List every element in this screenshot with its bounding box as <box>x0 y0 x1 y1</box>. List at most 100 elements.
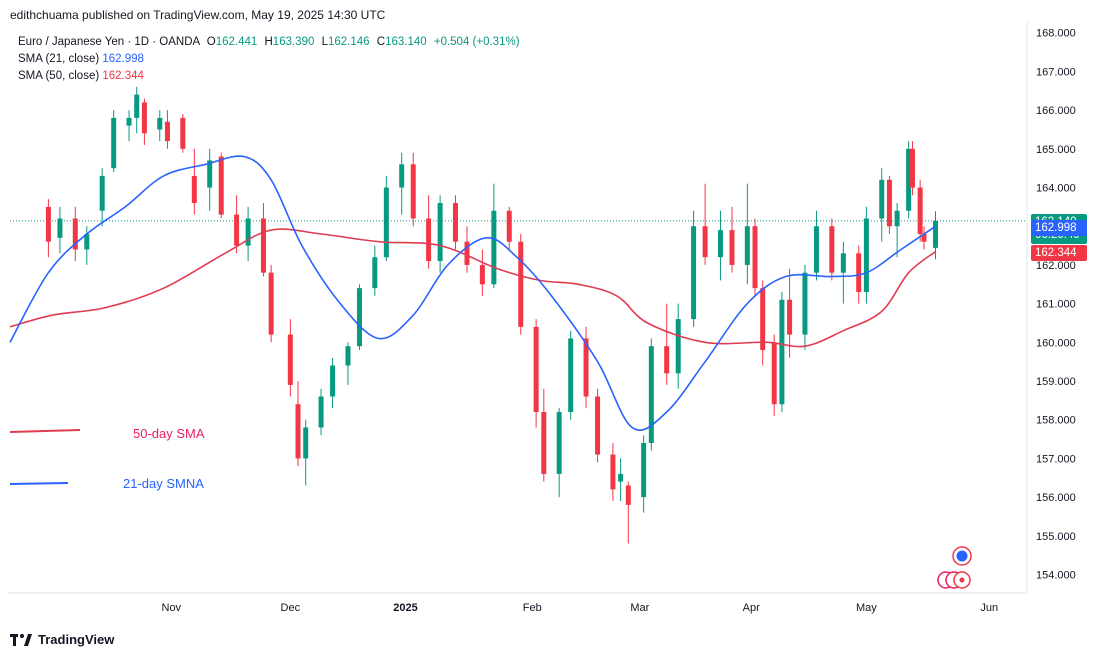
candle-up <box>802 264 808 351</box>
sma50-row[interactable]: SMA (50, close) 162.344 <box>18 68 520 85</box>
candle-down <box>541 388 547 482</box>
candle-down <box>295 381 301 467</box>
candle-up <box>303 419 309 486</box>
candle-up <box>372 245 378 296</box>
publisher-caption: edithchuama published on TradingView.com… <box>10 8 386 22</box>
y-tick-label: 156.000 <box>1036 492 1076 504</box>
y-tick-label: 164.000 <box>1036 183 1076 195</box>
x-tick-label: Feb <box>523 602 542 614</box>
candle-up <box>648 338 654 451</box>
candle-up <box>57 206 63 254</box>
candle-up <box>556 408 562 498</box>
candle-up <box>691 210 697 327</box>
candle-up <box>84 226 90 265</box>
candle-down <box>410 152 416 227</box>
candle-up <box>568 330 574 420</box>
open-label: O <box>206 36 216 48</box>
x-tick-label: 2025 <box>393 602 417 614</box>
candle-down <box>595 388 601 463</box>
y-tick-label: 159.000 <box>1036 376 1076 388</box>
candle-up <box>717 210 723 281</box>
candle-down <box>664 303 670 385</box>
candle-up <box>813 210 819 281</box>
candle-down <box>702 183 708 265</box>
y-tick-label: 166.000 <box>1036 105 1076 117</box>
candle-up <box>318 388 324 436</box>
earnings-marker-icon[interactable] <box>937 571 971 589</box>
candle-up <box>863 206 869 304</box>
sma21-value: 162.998 <box>102 53 144 65</box>
candle-down <box>921 226 927 250</box>
sma21-line[interactable] <box>9 155 936 431</box>
symbol-title[interactable]: Euro / Japanese Yen · 1D · OANDA <box>18 36 200 48</box>
y-tick-label: 168.000 <box>1036 28 1076 40</box>
candle-up <box>879 168 885 242</box>
event-marker-icon[interactable] <box>952 546 972 566</box>
close-value: 163.140 <box>385 36 427 48</box>
y-tick-label: 162.000 <box>1036 260 1076 272</box>
x-tick-label: Nov <box>162 602 182 614</box>
x-tick-label: Jun <box>980 602 998 614</box>
x-tick-label: Dec <box>281 602 301 614</box>
candle-down <box>518 233 524 335</box>
symbol-row: Euro / Japanese Yen · 1D · OANDA O162.44… <box>18 34 520 51</box>
candle-up <box>618 458 624 501</box>
candle-down <box>45 199 51 258</box>
candle-down <box>729 206 735 273</box>
candle-up <box>207 148 213 211</box>
sma21-annotation: 21-day SMNA <box>123 476 204 491</box>
candle-up <box>437 195 443 273</box>
close-label: C <box>376 36 386 48</box>
candle-up <box>744 183 750 285</box>
candle-down <box>218 152 224 219</box>
y-tick-label: 158.000 <box>1036 415 1076 427</box>
candles-group <box>45 86 939 544</box>
candle-up <box>675 303 681 389</box>
candle-down <box>452 195 458 250</box>
candle-down <box>886 175 892 234</box>
price-axis[interactable]: 154.000 155.000 156.000 157.000 158.000 159.0… <box>1036 28 1076 582</box>
candle-up <box>491 183 497 289</box>
candle-up <box>356 284 362 351</box>
candle-down <box>164 110 170 149</box>
sma50-line[interactable] <box>9 228 936 348</box>
candle-up <box>99 168 105 227</box>
candle-down <box>610 442 616 501</box>
candle-down <box>234 195 240 254</box>
sma50-value: 162.344 <box>102 70 144 82</box>
tradingview-footer[interactable]: TradingView <box>10 632 114 647</box>
candle-down <box>141 98 147 145</box>
candle-down <box>479 249 485 296</box>
sma21-row[interactable]: SMA (21, close) 162.998 <box>18 51 520 68</box>
tradingview-brand: TradingView <box>38 632 115 647</box>
y-tick-label: 160.000 <box>1036 337 1076 349</box>
candle-down <box>787 268 793 358</box>
tradingview-logo-icon <box>10 633 32 646</box>
candle-up <box>126 110 132 142</box>
x-tick-label: May <box>856 602 877 614</box>
change-value: +0.504 (+0.31%) <box>433 36 520 48</box>
candle-up <box>330 357 336 409</box>
candle-down <box>426 195 432 269</box>
open-value: 162.441 <box>215 36 258 48</box>
x-tick-label: Mar <box>630 602 649 614</box>
candle-up <box>840 241 846 304</box>
candle-up <box>111 110 117 173</box>
candle-up <box>894 203 900 258</box>
candle-down <box>506 206 512 250</box>
chart-legend: Euro / Japanese Yen · 1D · OANDA O162.44… <box>18 34 520 85</box>
time-axis[interactable]: Nov Dec 2025 Feb Mar Apr May Jun <box>162 602 999 614</box>
candle-up <box>134 86 140 134</box>
candle-up <box>245 206 251 262</box>
x-tick-label: Apr <box>743 602 760 614</box>
candle-up <box>383 175 389 262</box>
candle-up <box>779 292 785 412</box>
y-tick-label: 157.000 <box>1036 453 1076 465</box>
candle-down <box>72 206 78 262</box>
y-tick-label: 155.000 <box>1036 531 1076 543</box>
candle-down <box>464 226 470 273</box>
candle-down <box>268 264 274 343</box>
candle-down <box>260 203 266 277</box>
y-tick-label: 165.000 <box>1036 144 1076 156</box>
